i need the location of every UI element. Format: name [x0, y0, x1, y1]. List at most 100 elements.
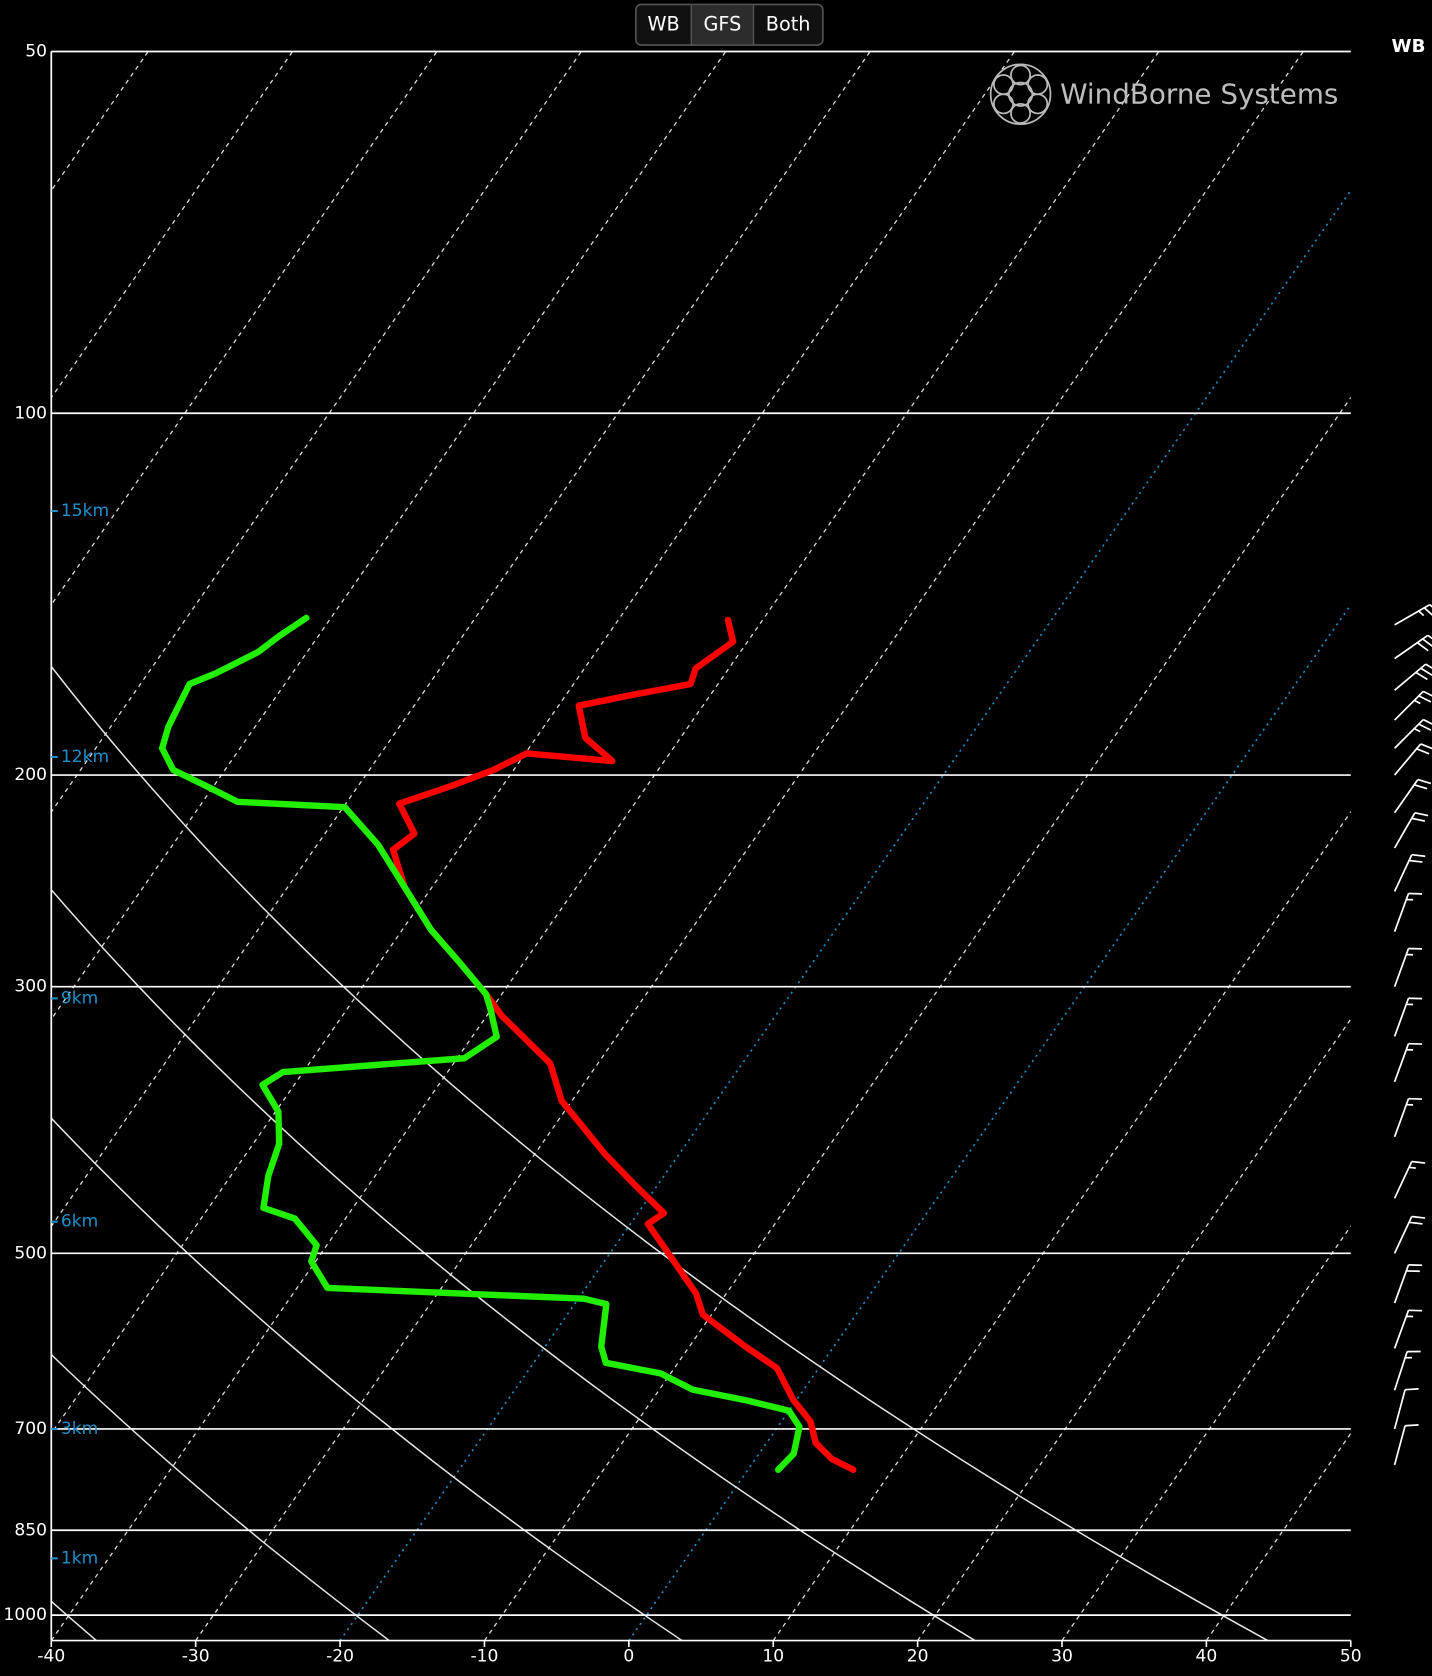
wind-barb	[1394, 603, 1432, 626]
barb-feather	[1414, 811, 1429, 817]
wind-barb	[1393, 1042, 1423, 1083]
x-tick-label: -30	[182, 1647, 210, 1667]
y-tick-label: 300	[14, 977, 47, 997]
barb-feather	[1422, 718, 1432, 725]
x-tick-label: -10	[471, 1647, 499, 1667]
dry-adiabat	[51, 888, 976, 1641]
barb-feather	[1418, 723, 1432, 731]
barb-staff	[1393, 743, 1422, 776]
barb-feather	[1416, 641, 1429, 652]
wind-label: WB	[1392, 36, 1426, 57]
x-tick-label: -40	[37, 1647, 65, 1667]
wind-barb	[1393, 892, 1423, 932]
barb-feather	[1411, 853, 1426, 858]
barb-feather	[1417, 778, 1432, 785]
barb-feather	[1411, 1215, 1426, 1219]
barb-feather	[1405, 1424, 1419, 1427]
toggle-selected	[692, 5, 753, 44]
highlight-isotherm	[628, 603, 1351, 1641]
barb-feather	[1420, 743, 1432, 750]
dry-adiabat	[51, 1353, 390, 1641]
barb-feather	[1411, 817, 1426, 822]
toggle-button[interactable]: Both	[766, 12, 811, 35]
barb-staff	[1393, 1389, 1406, 1430]
y-tick-label: 50	[25, 41, 47, 61]
highlight-isotherm	[339, 189, 1351, 1641]
barb-staff	[1393, 948, 1410, 987]
barb-staff	[1393, 893, 1410, 932]
logo	[989, 63, 1052, 125]
height-label: 15km	[61, 501, 109, 521]
wind-barb	[1393, 1350, 1421, 1391]
barb-staff	[1393, 1425, 1406, 1466]
barb-feather	[1405, 1388, 1419, 1391]
barb-feather	[1425, 663, 1432, 669]
isotherm	[51, 51, 1016, 1435]
x-tick-label: 0	[623, 1647, 634, 1667]
height-label: 1km	[61, 1548, 98, 1568]
barb-staff	[1393, 1351, 1408, 1391]
barb-staff	[1393, 779, 1419, 814]
wind-barb	[1393, 778, 1432, 814]
barb-feather	[1416, 748, 1430, 755]
barb-feather	[1427, 634, 1432, 640]
barb-staff	[1393, 1043, 1410, 1083]
barb-staff	[1393, 1216, 1413, 1254]
source-toggle: WB GFS Both	[635, 3, 824, 46]
barb-feather	[1411, 1160, 1426, 1164]
barb-staff	[1394, 663, 1427, 691]
barb-feather	[1418, 695, 1432, 703]
wind-barb	[1393, 1215, 1426, 1254]
barb-feather	[1429, 603, 1432, 608]
height-label: 3km	[61, 1419, 98, 1439]
logo-text: WindBorne Systems	[1060, 77, 1338, 110]
barb-staff	[1393, 854, 1413, 892]
barb-staff	[1394, 634, 1429, 660]
x-tick-label: 30	[1051, 1647, 1073, 1667]
wind-barb	[1393, 1264, 1423, 1304]
wind-barb	[1393, 1309, 1423, 1349]
wind-barb	[1393, 853, 1426, 892]
barb-staff	[1393, 1098, 1410, 1138]
wind-barb	[1393, 718, 1432, 749]
toggle-button[interactable]: WB	[648, 12, 680, 35]
barb-half	[1418, 610, 1425, 617]
barb-feather	[1420, 667, 1432, 677]
x-tick-label: 50	[1340, 1647, 1362, 1667]
wind-barb	[1394, 663, 1432, 691]
isotherm	[51, 51, 1160, 1641]
wind-barb	[1393, 947, 1423, 987]
barb-half	[1413, 699, 1421, 705]
plot-area	[51, 51, 1351, 1641]
height-label: 9km	[61, 988, 98, 1008]
wind-barb	[1393, 1160, 1426, 1199]
y-tick-label: 500	[14, 1243, 47, 1263]
height-label: 6km	[61, 1212, 98, 1232]
barb-half	[1408, 1166, 1416, 1169]
barb-feather	[1415, 671, 1428, 681]
isotherm	[772, 810, 1351, 1641]
barb-feather	[1408, 1221, 1423, 1225]
x-tick-label: 10	[762, 1647, 784, 1667]
barb-staff	[1394, 603, 1431, 626]
barb-half	[1413, 727, 1421, 733]
wind-barb	[1393, 997, 1423, 1037]
barb-staff	[1393, 1161, 1413, 1199]
dry-adiabat	[51, 1117, 683, 1641]
height-label: 12km	[61, 747, 109, 767]
dry-adiabat	[51, 665, 1269, 1641]
isotherm	[195, 51, 1304, 1641]
x-tick-label: -20	[326, 1647, 354, 1667]
barb-staff	[1393, 690, 1424, 721]
wind-barb	[1393, 743, 1432, 776]
x-tick-label: 20	[907, 1647, 929, 1667]
y-tick-label: 100	[14, 403, 47, 423]
y-tick-label: 850	[14, 1520, 47, 1540]
barb-feather	[1413, 783, 1428, 790]
wind-barb	[1393, 1424, 1419, 1466]
barb-staff	[1393, 1264, 1410, 1304]
y-tick-label: 700	[14, 1419, 47, 1439]
toggle-button[interactable]: GFS	[704, 12, 742, 35]
